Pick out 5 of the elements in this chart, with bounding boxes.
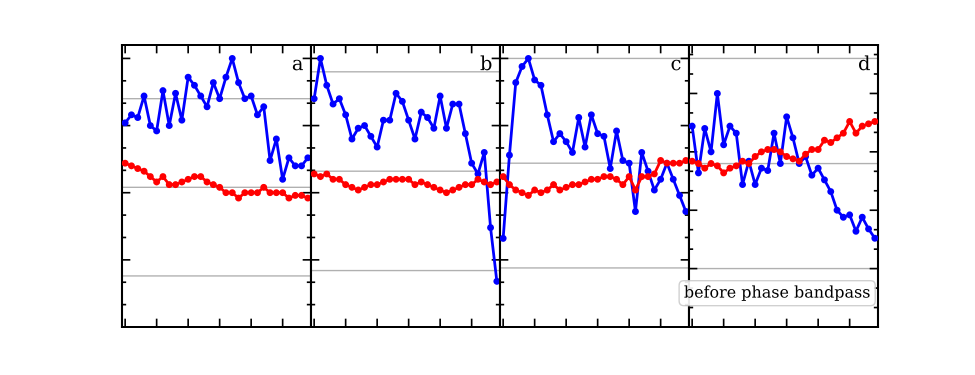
annotation: a [292,60,303,70]
annotation: before phase bandpass [684,285,870,301]
text: d [858,55,870,70]
annotation: b [480,55,492,70]
annotation: c [672,60,681,70]
